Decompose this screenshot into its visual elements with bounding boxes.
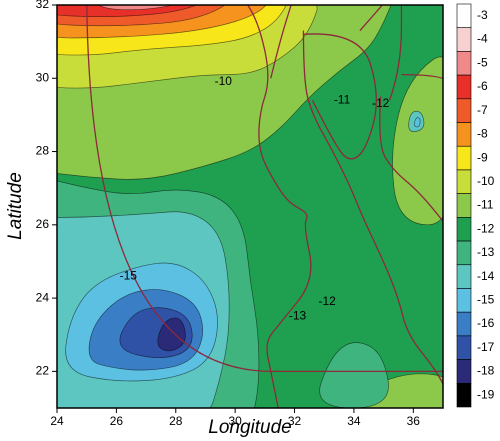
colorbar-label: -12 (477, 221, 495, 235)
colorbar-swatch (456, 382, 472, 408)
colorbar-swatch (456, 311, 472, 337)
contour-label: -11 (334, 92, 351, 106)
colorbar-label: -11 (477, 198, 494, 212)
colorbar-swatch (456, 27, 472, 52)
colorbar-swatch (456, 169, 472, 194)
colorbar-swatch (456, 335, 472, 360)
contour-fill (157, 317, 186, 352)
colorbar: -3 -4 -5 -6 -7 -8 -9 -10 -11 -12 -13 -14 -15 -16 -17 -1… (456, 3, 495, 408)
colorbar-label: -16 (477, 316, 495, 330)
colorbar-swatch (456, 264, 472, 289)
x-tick-label: 26 (110, 414, 124, 428)
colorbar-swatch (456, 288, 472, 313)
y-tick-label: 24 (36, 290, 50, 304)
border-line (302, 30, 443, 386)
contour-fill (392, 56, 443, 226)
x-tick-label: 28 (169, 414, 183, 428)
colorbar-swatch (456, 3, 472, 29)
contour-label: -15 (120, 268, 138, 282)
border-line (270, 5, 292, 79)
colorbar-swatch (456, 74, 472, 100)
border-line (86, 5, 443, 373)
y-tick-label: 32 (36, 0, 50, 11)
colorbar-label: -18 (477, 364, 495, 378)
colorbar-swatch (456, 51, 472, 76)
border-line (303, 33, 377, 160)
border-line (359, 5, 384, 32)
colorbar-swatch (456, 98, 472, 123)
colorbar-swatch (456, 122, 472, 147)
border-line (388, 5, 403, 101)
x-tick-label: 32 (288, 414, 302, 428)
plot-frame (56, 4, 444, 409)
colorbar-label: -3 (477, 8, 488, 22)
border-line (379, 96, 443, 223)
colorbar-swatch (456, 217, 472, 242)
contour-fill (413, 117, 421, 128)
y-tick-label: 26 (36, 217, 50, 231)
x-tick-label: 34 (347, 414, 361, 428)
colorbar-label: -9 (477, 150, 488, 164)
colorbar-label: -5 (477, 55, 488, 69)
y-tick-label: 22 (36, 364, 50, 378)
contour-fill (97, 5, 175, 11)
contour-label: -12 (372, 96, 390, 110)
y-axis-label: Latitude (5, 172, 26, 240)
colorbar-label: -17 (477, 340, 495, 354)
colorbar-swatch (456, 359, 472, 384)
x-tick-label: 24 (50, 414, 64, 428)
colorbar-label: -19 (477, 387, 495, 401)
colorbar-label: -8 (477, 127, 488, 141)
contour-label: -13 (289, 309, 307, 323)
x-axis-label: Longitude (208, 417, 291, 438)
colorbar-label: -7 (477, 103, 488, 117)
contour-field (57, 5, 443, 408)
colorbar-label: -6 (477, 79, 488, 93)
colorbar-label: -14 (477, 269, 495, 283)
borders (86, 5, 443, 408)
x-tick-label: 36 (407, 414, 421, 428)
border-line (247, 5, 312, 408)
colorbar-label: -13 (477, 245, 495, 259)
colorbar-swatch (456, 240, 472, 266)
colorbar-label: -4 (477, 32, 488, 46)
border-line (401, 73, 443, 80)
colorbar-swatch (456, 145, 472, 171)
contour-label: -12 (319, 294, 337, 308)
contour-label: -10 (215, 74, 233, 88)
colorbar-swatch (456, 193, 472, 218)
colorbar-label: -15 (477, 292, 495, 306)
contour-labels: -10 -11 -12 -15 -13 -12 (120, 74, 390, 322)
contour-fill (57, 5, 198, 17)
colorbar-label: -10 (477, 174, 495, 188)
contour-fill (319, 342, 389, 408)
x-tick-label: 30 (228, 414, 242, 428)
y-tick-label: 28 (36, 144, 50, 158)
y-tick-label: 30 (36, 70, 50, 84)
